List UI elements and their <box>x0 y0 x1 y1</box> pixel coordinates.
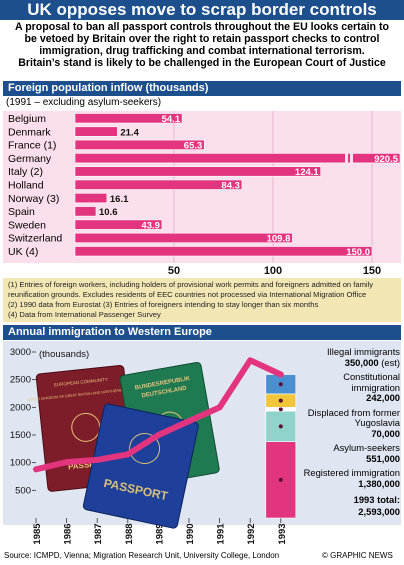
series-point <box>35 468 37 471</box>
value-label: 920.5 <box>374 154 398 165</box>
value-label: 54.1 <box>162 114 181 125</box>
footnote-line: reunification grounds. Excludes resident… <box>8 290 367 299</box>
segment-dot <box>278 424 283 429</box>
value-label: 10.6 <box>99 207 118 218</box>
segment-dot <box>278 398 283 403</box>
x-tick-label: 1992 <box>246 523 257 544</box>
x-tick-label: 1990 <box>185 523 196 544</box>
y-axis-label: (thousands) <box>39 349 89 360</box>
crest-icon <box>71 412 101 442</box>
category-label: Belgium <box>8 113 46 125</box>
bar-break <box>345 152 348 164</box>
series-point <box>188 420 190 423</box>
passport-cover <box>82 403 199 529</box>
value-label: 43.9 <box>141 220 160 231</box>
category-label: Italy (2) <box>8 166 43 178</box>
category-label: UK (4) <box>8 246 38 258</box>
series-point <box>126 453 129 456</box>
value-label: 16.1 <box>110 194 129 205</box>
passport-text: EUROPEAN COMMUNITY <box>54 377 108 388</box>
y-tick-label: 1000 <box>10 458 31 469</box>
value-label: 124.1 <box>295 167 319 178</box>
x-tick-label: 1989 <box>154 523 165 544</box>
x-tick-label: 150 <box>363 265 381 277</box>
total-label: 1993 total: 2,593,000 <box>353 494 400 517</box>
bar <box>74 113 183 124</box>
bar <box>74 179 243 190</box>
series-point <box>157 434 160 436</box>
y-tick-label: 2500 <box>10 375 31 386</box>
value-label: 84.3 <box>221 181 240 192</box>
series-point <box>65 461 68 464</box>
category-label: Sweden <box>8 219 46 231</box>
label-registered: Registered immigration 1,380,000 <box>303 467 400 489</box>
intro-line: immigration, drug trafficking and combat… <box>39 45 365 57</box>
category-label: Holland <box>8 180 44 192</box>
x-tick-label: 1991 <box>216 523 227 545</box>
passport-blue-icon: PASSPORT <box>82 403 199 529</box>
seal-icon <box>129 432 161 464</box>
bar <box>74 139 205 150</box>
value-label: 21.4 <box>120 127 139 138</box>
credit: © GRAPHIC NEWS <box>322 551 393 560</box>
section2-title: Annual immigration to Western Europe <box>3 325 401 340</box>
x-tick-label: 50 <box>168 265 180 277</box>
bar <box>74 246 373 257</box>
series-point <box>96 458 99 461</box>
series-point <box>218 406 221 409</box>
category-label: Spain <box>8 206 35 218</box>
section1-title: Foreign population inflow (thousands) <box>3 81 401 96</box>
footnote-line: (1) Entries of foreign workers, includin… <box>8 280 374 289</box>
bar-chart: 50 100 150 Belgium 54.1 Denmark 21.4 France (1)… <box>8 111 401 277</box>
intro-line: A proposal to ban all passport controls … <box>15 21 389 33</box>
y-tick-label: 2000 <box>10 402 31 413</box>
category-label: Switzerland <box>8 233 62 245</box>
segment-dot <box>278 477 283 482</box>
value-label: 65.3 <box>184 141 203 152</box>
category-label: Norway (3) <box>8 193 59 205</box>
x-tick-label: 1985 <box>32 523 43 545</box>
segment-dot <box>278 407 283 412</box>
label-constitutional: Constitutional immigration 242,000 <box>343 371 400 403</box>
label-illegal: Illegal immigrants 350,000 (est) <box>327 346 400 368</box>
bar-break <box>350 152 353 164</box>
x-tick-label: 1986 <box>63 523 74 544</box>
footnote-line: (2) 1990 data from Eurostat (3) Entries … <box>8 300 319 309</box>
bar <box>74 219 163 230</box>
series-point <box>279 373 282 376</box>
category-label: Denmark <box>8 126 51 138</box>
value-label: 150.0 <box>346 247 370 258</box>
bar <box>74 126 118 137</box>
bar <box>74 153 401 164</box>
y-tick-label: 500 <box>15 485 31 496</box>
bar <box>74 232 293 243</box>
y-tick-label: 3000 <box>10 347 31 358</box>
source-note: Source: ICMPD, Vienna; Migration Researc… <box>4 551 280 560</box>
value-label: 109.8 <box>267 234 291 245</box>
segment-dot <box>278 382 283 387</box>
y-tick-label: 1500 <box>10 430 31 441</box>
intro-text: A proposal to ban all passport controls … <box>4 21 400 69</box>
footnotes: (1) Entries of foreign workers, includin… <box>3 278 401 322</box>
section1-subtitle: (1991 – excluding asylum-seekers) <box>6 97 162 108</box>
x-tick-label: 1987 <box>93 523 104 544</box>
bar <box>74 166 322 177</box>
x-tick-label: 1988 <box>124 523 135 544</box>
label-asylum: Asylum-seekers 551,000 <box>333 442 400 464</box>
bar <box>74 206 97 217</box>
category-label: France (1) <box>8 140 56 152</box>
category-label: Germany <box>8 153 52 165</box>
series-point <box>249 359 252 362</box>
footnote-line: (4) Data from International Passenger Su… <box>8 310 161 319</box>
bar <box>74 193 108 204</box>
x-tick-label: 100 <box>264 265 282 277</box>
headline: UK opposes move to scrap border controls <box>0 0 404 20</box>
intro-line: Britain’s stand is likely to be challeng… <box>18 57 386 69</box>
stack-labels: Illegal immigrants 350,000 (est) Constit… <box>300 346 400 522</box>
label-displaced: Displaced from former Yugoslavia 70,000 <box>307 406 400 439</box>
intro-line: be vetoed by Britain over the right to r… <box>24 33 380 45</box>
x-tick-label: 1993 <box>277 523 288 544</box>
